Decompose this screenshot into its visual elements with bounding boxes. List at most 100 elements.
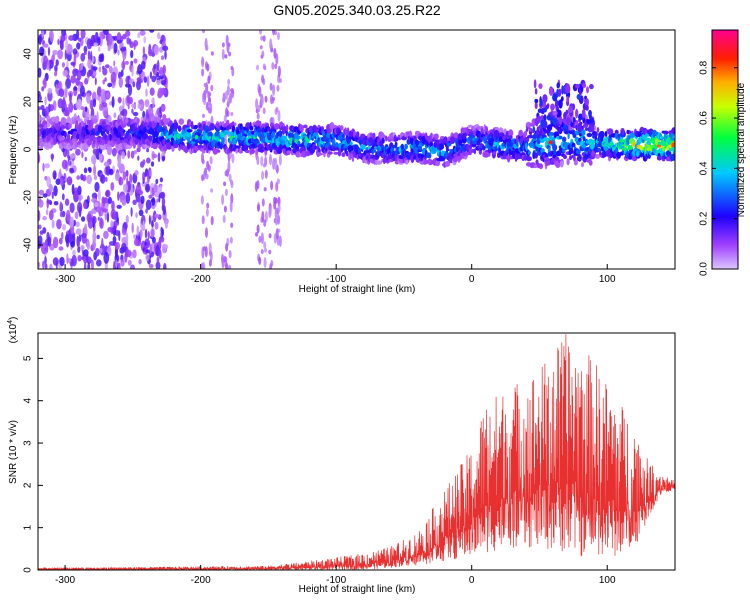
spectrogram-band-cell bbox=[227, 160, 231, 173]
spectrogram-noise-cell bbox=[38, 35, 42, 45]
spectrogram-noise-cell bbox=[141, 60, 146, 70]
spectrogram-noise-cell bbox=[84, 78, 89, 85]
spectrogram-noise-cell bbox=[72, 249, 76, 256]
spectrogram-noise-cell bbox=[126, 176, 129, 185]
spectrogram-ridge-cell bbox=[584, 127, 589, 131]
spectrogram-noise-cell bbox=[75, 148, 81, 156]
spectrogram-noise-cell bbox=[80, 52, 86, 62]
spectrogram-band-cell bbox=[271, 96, 275, 104]
snr-multiplier: (x104) bbox=[7, 317, 19, 344]
spectrogram-noise-cell bbox=[122, 200, 125, 206]
spectrogram-band-cell bbox=[207, 90, 211, 99]
spectrogram-band-cell bbox=[207, 164, 211, 172]
spectrogram-ridge-cell bbox=[577, 154, 582, 162]
spectrogram-ridge-cell bbox=[621, 147, 628, 151]
spectrogram-ridge-cell bbox=[261, 123, 266, 129]
spectrogram-noise-cell bbox=[100, 88, 107, 101]
spectrogram-noise-cell bbox=[130, 60, 134, 65]
spectrogram-noise-cell bbox=[156, 71, 160, 78]
spectrogram-ridge-cell bbox=[60, 125, 67, 129]
spectrogram-plume-cell bbox=[534, 88, 538, 95]
spectrogram-noise-cell bbox=[142, 220, 145, 231]
spectrogram-plume-cell bbox=[557, 88, 562, 97]
spectrogram-ridge-cell bbox=[346, 127, 350, 135]
spectrogram-noise-cell bbox=[105, 190, 110, 197]
spectrogram-band-cell bbox=[269, 263, 273, 269]
spectrogram-noise-cell bbox=[148, 105, 152, 116]
spectrogram-noise-cell bbox=[113, 35, 118, 41]
spectrogram-band-cell bbox=[256, 155, 260, 166]
spectrogram-ridge-cell bbox=[540, 148, 545, 154]
spectrogram-ridge-cell bbox=[452, 157, 458, 163]
spectrogram-noise-cell bbox=[110, 220, 114, 228]
spectrogram-noise-cell bbox=[103, 161, 110, 167]
spectrogram-band-cell bbox=[258, 235, 262, 243]
spectrogram-ridge-cell bbox=[468, 148, 473, 156]
spectrogram-band-cell bbox=[225, 107, 229, 118]
spectrogram-noise-cell bbox=[116, 204, 122, 209]
spectrogram-noise-cell bbox=[91, 197, 97, 203]
spectrogram-band-cell bbox=[229, 200, 233, 213]
spectrogram-band-cell bbox=[208, 97, 211, 103]
spectrogram-noise-cell bbox=[135, 192, 141, 203]
spectrogram-band-cell bbox=[259, 30, 262, 35]
spectrogram-plume-cell bbox=[540, 119, 546, 128]
spectrogram-noise-cell bbox=[44, 96, 47, 106]
spectrogram-ridge-cell bbox=[626, 129, 630, 134]
spectrogram-ridge-cell bbox=[479, 147, 483, 151]
spectrogram-ridge-cell bbox=[534, 152, 538, 159]
spectrogram-noise-cell bbox=[154, 222, 159, 230]
spectrogram-plume-cell bbox=[535, 121, 538, 127]
spectrogram-ridge-cell bbox=[616, 151, 621, 159]
spectrogram-noise-cell bbox=[76, 42, 81, 50]
spectrogram-noise-cell bbox=[68, 35, 74, 41]
spectrogram-noise-cell bbox=[45, 209, 49, 216]
spectrogram-noise-cell bbox=[132, 172, 138, 184]
spectrogram-plume-cell bbox=[566, 116, 570, 126]
spectrogram-ridge-cell bbox=[187, 137, 191, 143]
spectrogram-ridge-cell bbox=[596, 127, 600, 133]
spectrogram-noise-cell bbox=[65, 78, 71, 89]
colorbar-tick-label: 0.8 bbox=[699, 60, 710, 74]
spectrogram-plume-cell bbox=[550, 103, 555, 111]
spectrogram-noise-cell bbox=[85, 106, 88, 112]
snr-xlabel: Height of straight line (km) bbox=[299, 584, 416, 595]
spectrogram-noise-cell bbox=[76, 175, 81, 180]
spectrogram-noise-cell bbox=[42, 260, 45, 269]
spectrogram-noise-cell bbox=[83, 167, 88, 174]
spectrogram-plume-cell bbox=[585, 104, 589, 111]
spectrogram-noise-cell bbox=[69, 161, 72, 166]
spectrogram-ridge-cell bbox=[481, 145, 486, 151]
spectrogram-band-cell bbox=[205, 173, 209, 180]
spectrogram-ridge-cell bbox=[360, 143, 366, 150]
spectrogram-ridge-cell bbox=[108, 116, 112, 122]
spectrogram-noise-cell bbox=[87, 261, 91, 269]
spectrogram-band-cell bbox=[231, 67, 235, 77]
spectrogram-plume-cell bbox=[539, 99, 543, 107]
spectrogram-noise-cell bbox=[99, 217, 103, 226]
spectrogram-ridge-cell bbox=[324, 136, 331, 144]
spectrogram-ridge-cell bbox=[206, 149, 209, 153]
y-tick-label: 4 bbox=[23, 397, 34, 403]
spectrogram-band-cell bbox=[277, 65, 281, 78]
spectrogram-plume-cell bbox=[563, 124, 567, 130]
spectrogram-noise-cell bbox=[142, 247, 146, 252]
spectrogram-ridge-cell bbox=[527, 151, 531, 155]
spectrogram-noise-cell bbox=[79, 64, 84, 71]
spectrogram-noise-cell bbox=[125, 192, 131, 204]
spectrogram-noise-cell bbox=[69, 224, 75, 235]
spectrogram-ridge-cell bbox=[552, 144, 558, 152]
spectrogram-noise-cell bbox=[62, 69, 69, 77]
spectrogram-noise-cell bbox=[91, 64, 94, 76]
spectrogram-plume-cell bbox=[552, 93, 558, 102]
spectrogram-noise-cell bbox=[98, 66, 102, 73]
x-tick-label: -100 bbox=[326, 274, 346, 285]
spectrogram-noise-cell bbox=[56, 219, 62, 230]
spectrogram-ridge-cell bbox=[571, 142, 576, 148]
spectrogram-band-cell bbox=[257, 104, 261, 113]
spectrogram-noise-cell bbox=[97, 95, 100, 101]
spectrogram-ridge-cell bbox=[313, 139, 318, 144]
spectrogram-noise-cell bbox=[87, 50, 91, 61]
spectrogram-ridge-cell bbox=[219, 143, 223, 150]
spectrogram-band-cell bbox=[205, 44, 209, 51]
